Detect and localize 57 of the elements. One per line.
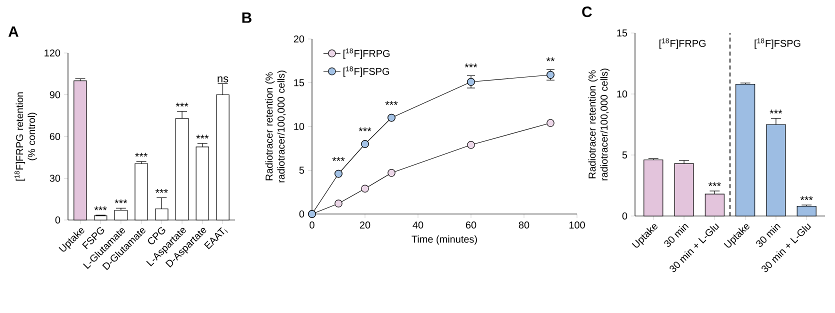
annotation: *** [176,102,188,107]
y-tick-label: 5 [622,152,628,158]
x-tick-label: 60 [466,222,476,229]
annotation: *** [464,64,478,68]
y-axis-title: Radiotracer retention (% radiotracer/100,000 cells) [588,68,610,180]
x-tick-label: 0 [310,222,314,229]
point [388,168,396,177]
y-tick-label: 30 [50,174,60,182]
annotation: *** [114,199,128,204]
point [334,200,342,208]
annotation: *** [94,206,107,210]
x-tick-label: 30 min [664,224,689,247]
x-tick-label: 30 min [756,224,781,247]
y-tick-label: 20 [294,35,304,43]
annotation: [$^{18}$F]FSPG [754,38,800,49]
point [388,114,396,122]
y-tick-label: 0 [622,212,628,220]
y-tick-label: 0 [299,210,304,218]
x-tick-label: 40 [412,222,424,229]
y-tick-label: 5 [299,166,304,174]
point [361,140,369,148]
data-label: *** [708,182,721,186]
point [361,184,369,193]
y-tick-label: 0 [55,216,60,224]
point [467,140,475,149]
x-tick-label: 80 [518,222,530,229]
data-label: *** [800,196,813,200]
annotation: [$^{18}$F]FRPG [659,38,706,49]
x-tick-label: 20 [360,222,370,229]
legend-label: [$^{18}$F]FRPG [343,48,390,59]
y-tick-label: 15 [617,30,628,36]
annotation: ** [546,57,555,62]
y-tick-label: 60 [50,132,60,140]
legend-label: [$^{18}$F]FSPG [343,66,390,77]
y-tick-label: 10 [294,122,304,130]
x-tick-label: 100 [569,222,585,229]
annotation: *** [385,101,398,105]
annotation: ns [218,76,228,82]
annotation: *** [196,134,209,139]
y-axis-title: [$^{18}$F]FRPG retention (% control) [14,92,38,181]
annotation: *** [155,189,168,193]
point [546,119,554,127]
chart-title: A [8,26,18,37]
y-axis-title: Radiotracer retention (% radiotracer/100,000 cells) [265,70,287,182]
data-label: *** [770,110,782,114]
chart-title: C [582,6,592,18]
annotation: *** [135,152,148,157]
chart-title: B [242,12,252,23]
x-axis-title: Time (minutes) [412,235,477,245]
y-tick-label: 120 [44,49,60,57]
annotation: *** [358,127,372,132]
point [334,170,342,178]
y-tick-label: 15 [294,79,304,86]
y-tick-label: 10 [617,90,628,98]
point [467,78,475,86]
annotation: *** [332,157,345,161]
y-tick-label: 90 [50,91,60,98]
